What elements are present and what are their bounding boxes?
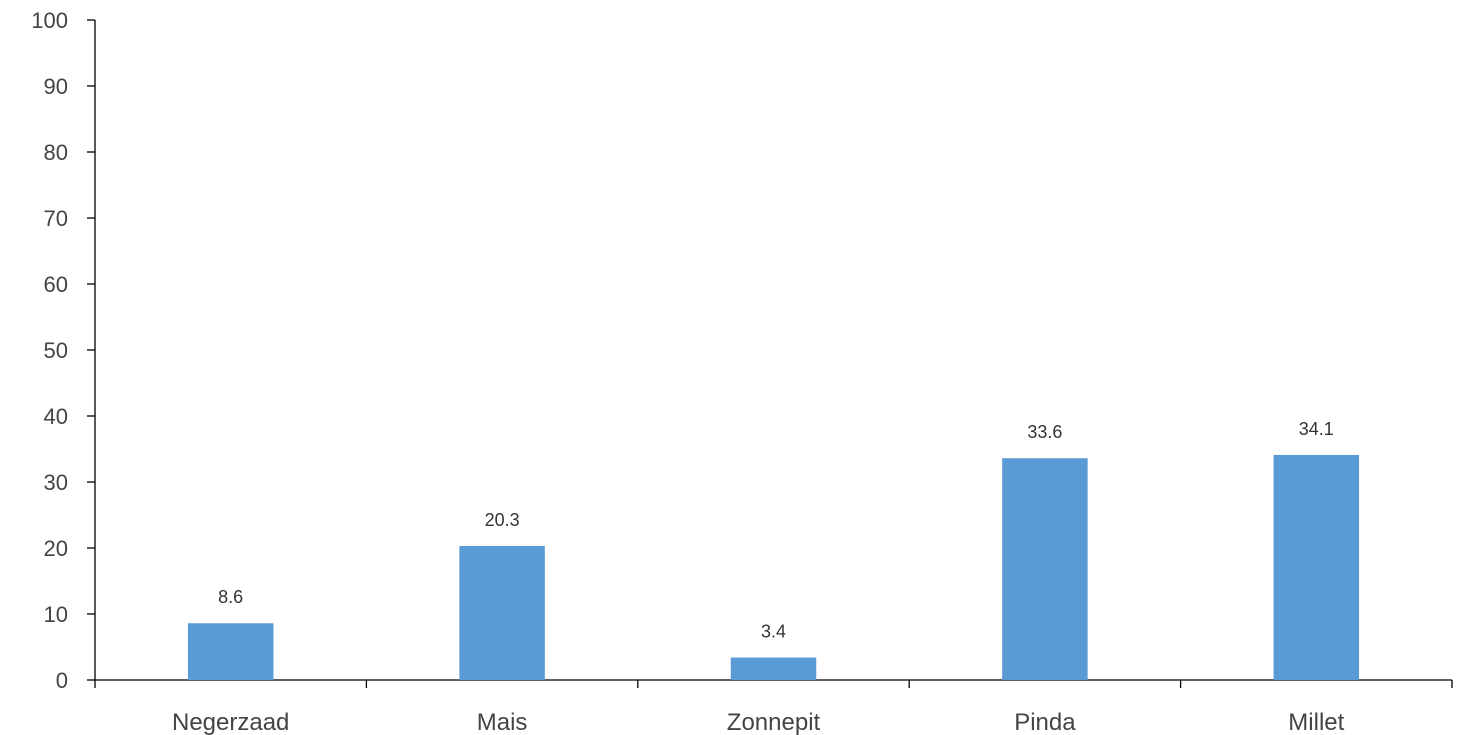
x-category-label: Mais xyxy=(477,709,528,735)
y-tick-label: 90 xyxy=(44,74,68,99)
data-label: 33.6 xyxy=(1027,422,1062,442)
data-label: 20.3 xyxy=(485,510,520,530)
bar-negerzaad xyxy=(187,623,274,680)
y-tick-label: 0 xyxy=(56,668,68,693)
y-tick-label: 60 xyxy=(44,272,68,297)
y-tick-label: 40 xyxy=(44,404,68,429)
bar-zonnepit xyxy=(730,657,817,680)
data-labels: 8.6 20.3 3.4 33.6 34.1 xyxy=(218,419,1334,642)
bar-millet xyxy=(1273,454,1360,680)
y-tick-label: 10 xyxy=(44,602,68,627)
y-tick-label: 80 xyxy=(44,140,68,165)
data-label: 3.4 xyxy=(761,622,786,642)
y-tick-label: 70 xyxy=(44,206,68,231)
y-axis: 0 10 20 30 40 50 60 70 80 90 100 xyxy=(31,8,96,693)
y-tick-label: 50 xyxy=(44,338,68,363)
data-label: 34.1 xyxy=(1299,419,1334,439)
y-tick-label: 100 xyxy=(31,8,68,33)
x-category-label: Zonnepit xyxy=(727,709,821,735)
bar-pinda xyxy=(1002,458,1088,680)
y-tick-label: 20 xyxy=(44,536,68,561)
bars xyxy=(187,454,1360,680)
bar-mais xyxy=(459,546,545,680)
x-category-label: Pinda xyxy=(1014,709,1076,735)
x-category-label: Millet xyxy=(1288,709,1344,735)
x-axis: Negerzaad Mais Zonnepit Pinda Millet xyxy=(94,679,1453,735)
data-label: 8.6 xyxy=(218,587,243,607)
y-tick-label: 30 xyxy=(44,470,68,495)
x-category-label: Negerzaad xyxy=(172,709,289,735)
